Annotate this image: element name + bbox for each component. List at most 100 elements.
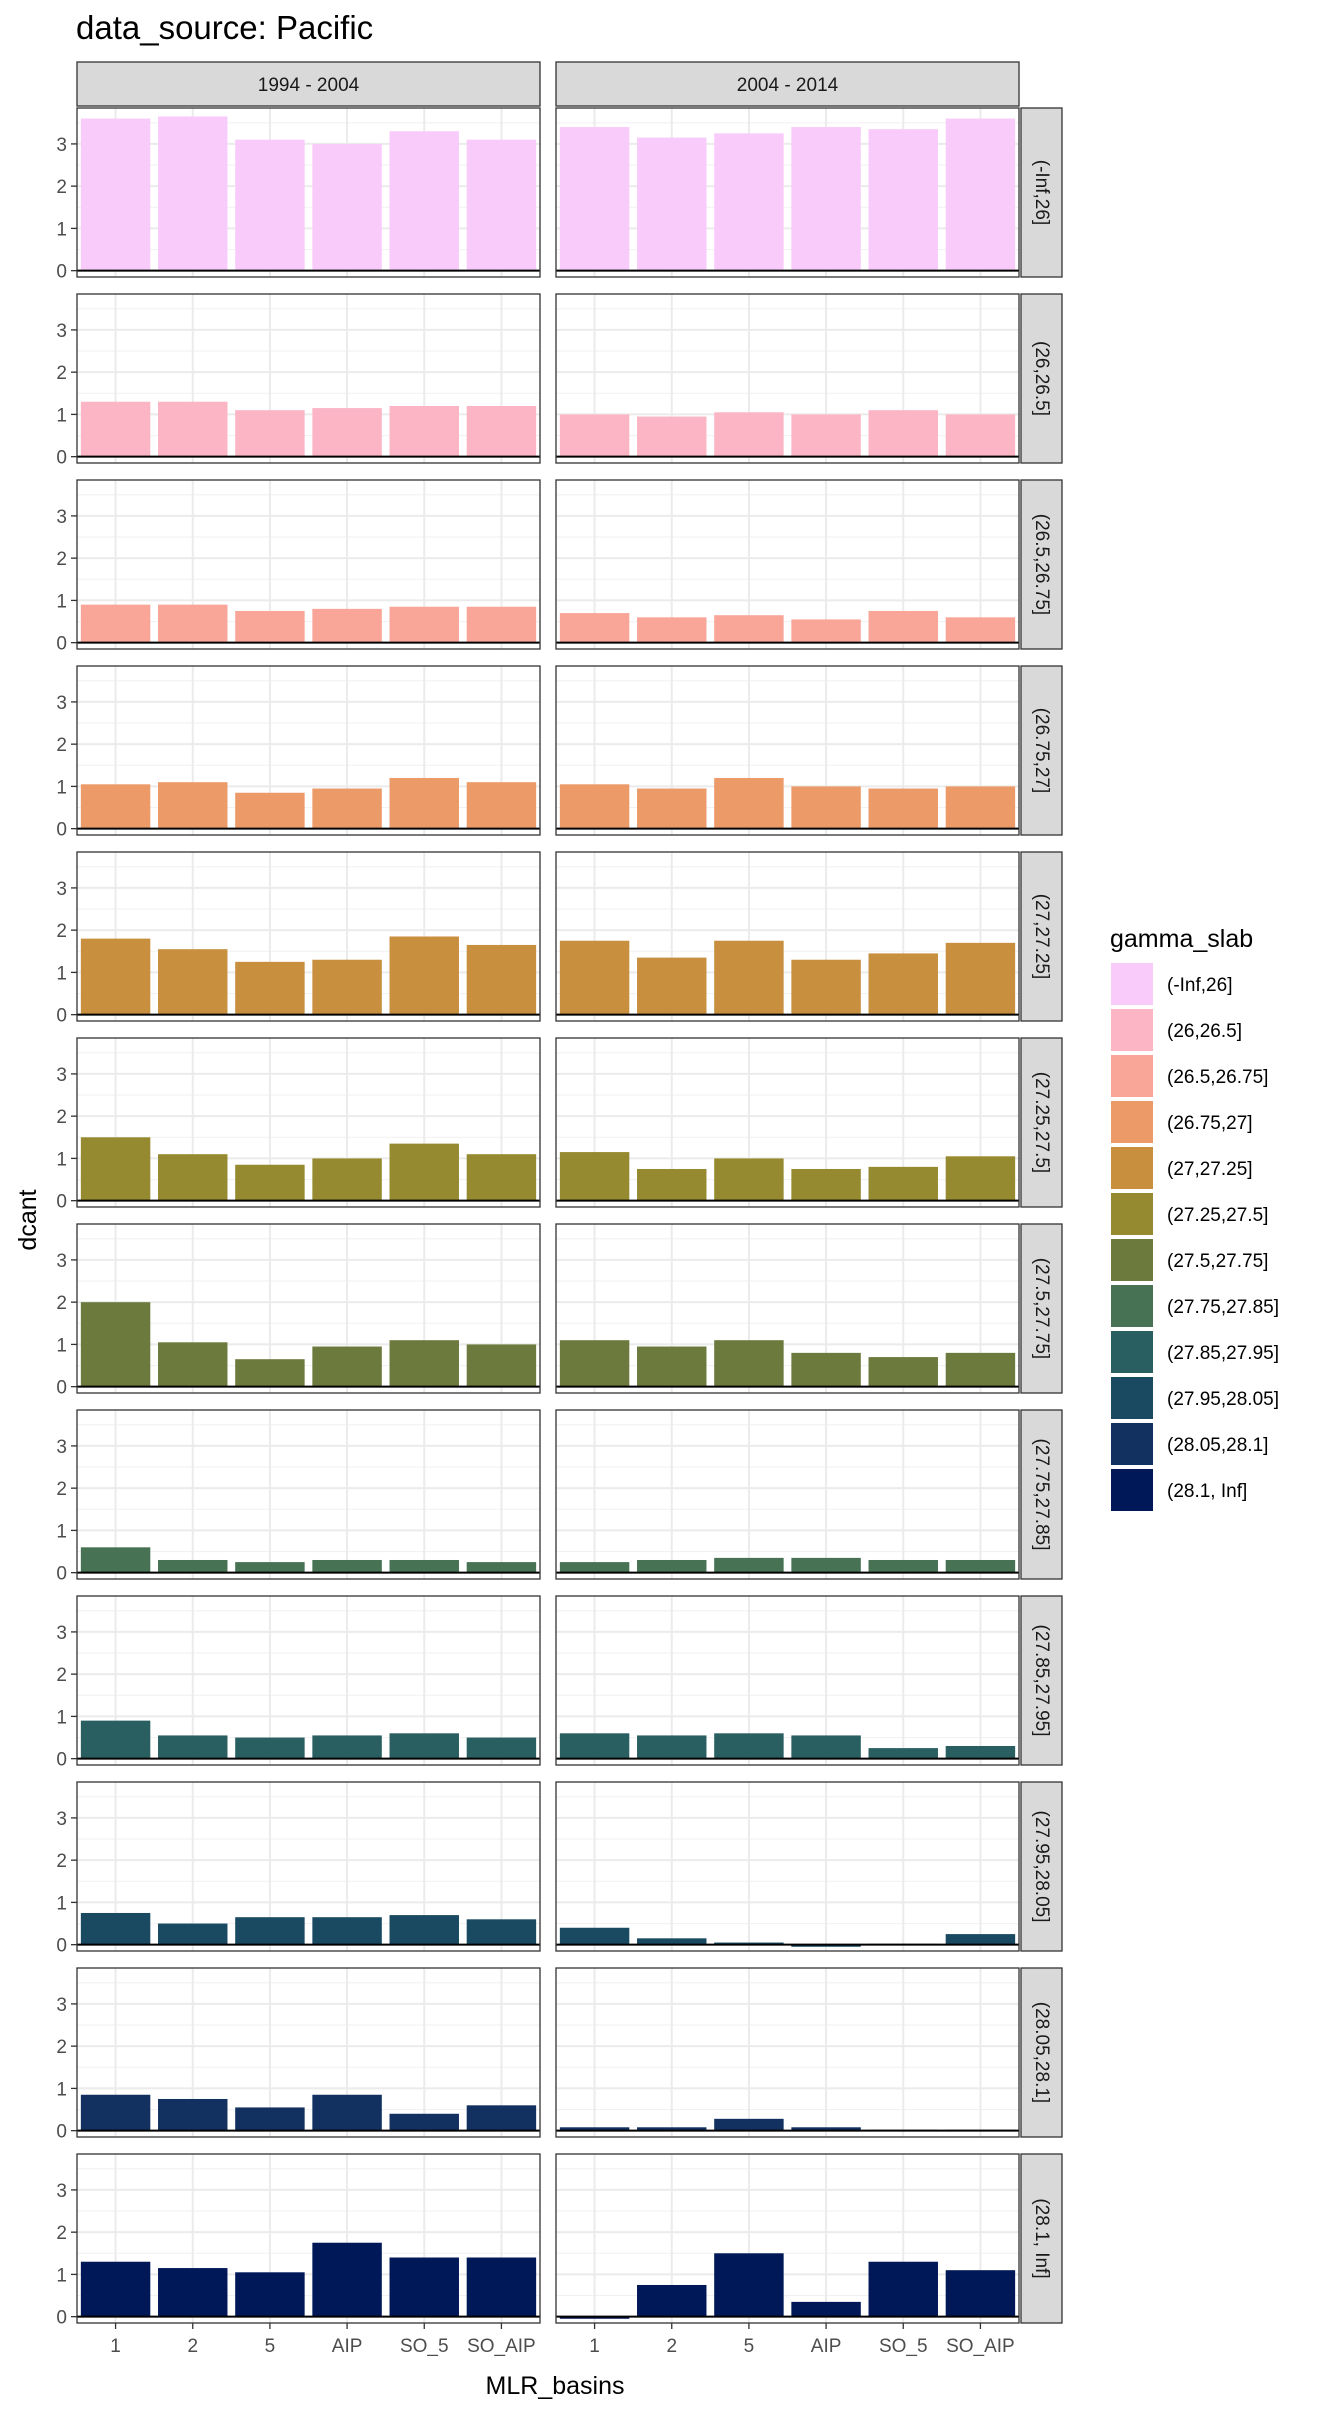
bar	[714, 412, 784, 457]
y-tick-label: 3	[56, 1995, 67, 2016]
bar	[158, 949, 228, 1015]
bar	[235, 792, 305, 829]
bar	[235, 1359, 305, 1387]
bar	[466, 405, 537, 457]
facet-panel: 0 1 2 3	[56, 107, 541, 283]
y-tick-label: 2	[56, 177, 67, 198]
bar	[714, 940, 784, 1015]
y-tick-label: 3	[56, 1251, 67, 1272]
bar	[559, 1733, 630, 1759]
bar	[466, 1562, 537, 1573]
bar	[235, 1917, 305, 1945]
y-tick-label: 0	[56, 2122, 67, 2143]
bar	[235, 1737, 305, 1759]
legend-title: gamma_slab	[1110, 925, 1253, 953]
y-tick-label: 2	[56, 2037, 67, 2058]
bar	[559, 940, 630, 1015]
panel-border	[555, 1967, 1020, 2138]
row-strip	[1020, 107, 1063, 278]
panel-background	[77, 2154, 540, 2323]
panel-border	[555, 1409, 1020, 1580]
bar	[312, 608, 382, 643]
bar	[312, 788, 382, 829]
bar	[235, 1164, 305, 1201]
bar	[945, 1559, 1016, 1573]
bar	[80, 1302, 151, 1387]
y-tick-label: 3	[56, 2181, 67, 2202]
y-tick-label: 3	[56, 879, 67, 900]
panel-border	[555, 2153, 1020, 2324]
x-axis-title: MLR_basins	[486, 2372, 625, 2400]
bar	[714, 2118, 784, 2131]
row-strip-label: (27.95,28.05]	[1031, 1811, 1052, 1923]
legend-key	[1111, 1193, 1153, 1235]
bar	[868, 410, 938, 457]
legend-label: (27.85,27.95]	[1167, 1343, 1279, 1364]
panel-border	[76, 293, 541, 464]
bar	[312, 2242, 382, 2317]
bar	[235, 2107, 305, 2131]
y-tick-label: 0	[56, 634, 67, 655]
legend-label: (27,27.25]	[1167, 1159, 1253, 1180]
y-tick-label: 1	[56, 2265, 67, 2286]
row-strip-label: (-Inf,26]	[1031, 160, 1052, 225]
bar	[637, 1559, 707, 1573]
y-tick-label: 3	[56, 693, 67, 714]
bar	[868, 788, 938, 829]
panel-border	[76, 479, 541, 650]
legend-key	[1111, 1147, 1153, 1189]
bar	[312, 1735, 382, 1759]
bar	[466, 782, 537, 829]
bar	[559, 613, 630, 643]
y-tick-label: 0	[56, 1006, 67, 1027]
panel-background	[556, 2154, 1019, 2323]
bar	[791, 2301, 861, 2317]
bar	[945, 118, 1016, 271]
bar	[312, 1917, 382, 1945]
panel-border	[555, 293, 1020, 464]
y-tick-label: 2	[56, 363, 67, 384]
legend-key	[1111, 1377, 1153, 1419]
bar	[868, 1357, 938, 1387]
facet-panel: 0 1 2 3	[56, 1409, 541, 1585]
bar	[791, 414, 861, 457]
facet-panel	[555, 293, 1020, 464]
legend-label: (28.05,28.1]	[1167, 1435, 1268, 1456]
panel-border	[555, 1781, 1020, 1952]
legend-key	[1111, 1423, 1153, 1465]
bar	[389, 405, 459, 457]
facet-panel: 0 1 2 3	[56, 1037, 541, 1213]
y-tick-label: 1	[56, 2079, 67, 2100]
y-tick-label: 1	[56, 1149, 67, 1170]
bar	[637, 2284, 707, 2317]
bar	[868, 610, 938, 643]
bar	[714, 1158, 784, 1201]
y-tick-label: 1	[56, 1335, 67, 1356]
panel-border	[555, 479, 1020, 650]
facet-panel: 0 1 2 3	[56, 1781, 541, 1957]
panel-border	[76, 851, 541, 1022]
legend-label: (28.1, Inf]	[1167, 1481, 1247, 1502]
facet-panel: 0 1 2 3	[56, 293, 541, 469]
bar	[714, 777, 784, 829]
bar	[466, 1919, 537, 1945]
y-tick-label: 0	[56, 820, 67, 841]
panel-border	[76, 1409, 541, 1580]
bar	[158, 782, 228, 829]
panel-background	[556, 1968, 1019, 2137]
y-tick-label: 0	[56, 1564, 67, 1585]
bar	[80, 2261, 151, 2317]
facet-panel	[555, 107, 1020, 278]
bar	[389, 131, 459, 271]
facet-panel	[555, 1409, 1020, 1580]
x-tick-label: 2	[187, 2336, 198, 2357]
bar	[389, 1559, 459, 1573]
x-tick-label: AIP	[332, 2336, 363, 2357]
bar	[945, 2270, 1016, 2317]
bar	[466, 944, 537, 1015]
bar	[559, 1562, 630, 1573]
bar	[714, 1942, 784, 1945]
y-tick-label: 2	[56, 549, 67, 570]
bar	[158, 116, 228, 271]
panel-background	[77, 1968, 540, 2137]
